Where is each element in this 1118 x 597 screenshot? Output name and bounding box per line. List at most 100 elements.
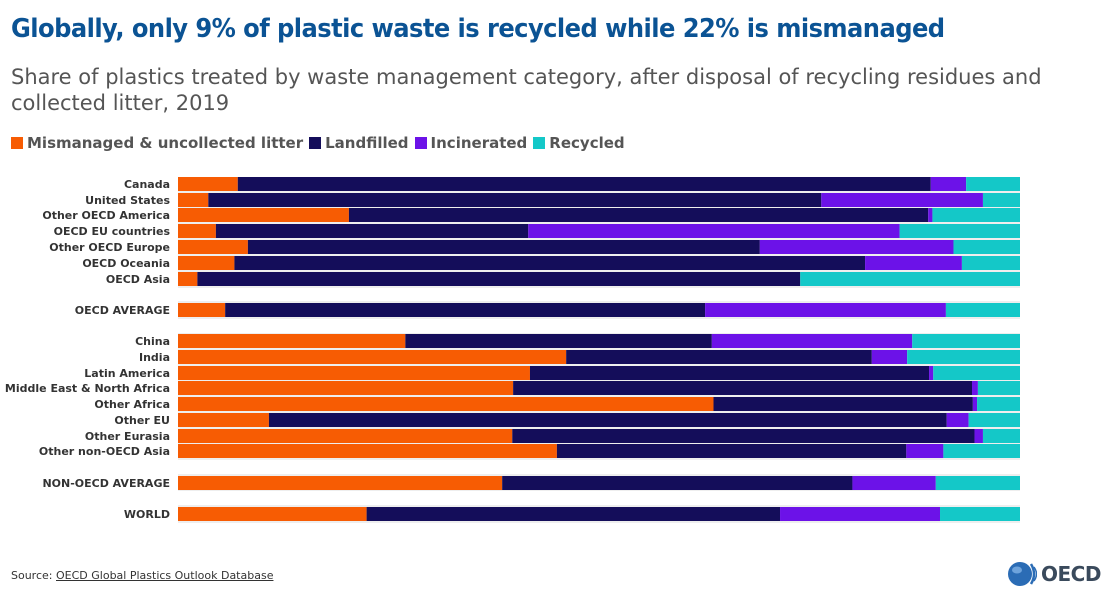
bar-canada-landfilled[interactable] [237, 177, 931, 191]
bar-non-oecd-average-incinerated[interactable] [852, 476, 936, 490]
bar-canada-mismanaged-uncollected-litter[interactable] [178, 177, 238, 191]
bar-other-oecd-europe-mismanaged-uncollected-litter[interactable] [178, 240, 248, 254]
oecd-logo: OECD [1007, 560, 1101, 588]
bar-oecd-oceania-mismanaged-uncollected-litter[interactable] [178, 256, 235, 270]
category-label-oecd-eu-countries: OECD EU countries [54, 225, 171, 238]
bar-non-oecd-average-recycled[interactable] [935, 476, 1020, 490]
bar-china-incinerated[interactable] [711, 334, 913, 348]
bar-world-incinerated[interactable] [780, 507, 941, 521]
category-label-other-oecd-america: Other OECD America [42, 209, 170, 222]
legend-item-incinerated[interactable]: Incinerated [414, 134, 527, 152]
logo-text: OECD [1041, 562, 1101, 586]
legend-item-recycled[interactable]: Recycled [533, 134, 625, 152]
category-label-middle-east-north-africa: Middle East & North Africa [5, 382, 170, 395]
bar-other-oecd-america-recycled[interactable] [932, 208, 1020, 222]
bar-china-mismanaged-uncollected-litter[interactable] [178, 334, 406, 348]
legend-label-mismanaged: Mismanaged & uncollected litter [27, 134, 304, 152]
bar-united-states-landfilled[interactable] [208, 193, 822, 207]
bar-other-non-oecd-asia-mismanaged-uncollected-litter[interactable] [178, 444, 557, 458]
bar-other-eurasia-incinerated[interactable] [974, 429, 983, 443]
bar-china-recycled[interactable] [912, 334, 1020, 348]
bar-other-non-oecd-asia-incinerated[interactable] [906, 444, 944, 458]
bar-united-states-mismanaged-uncollected-litter[interactable] [178, 193, 209, 207]
legend-swatch-incinerated [414, 137, 427, 149]
bar-middle-east-north-africa-mismanaged-uncollected-litter[interactable] [178, 381, 514, 395]
legend-item-landfilled[interactable]: Landfilled [309, 134, 409, 152]
bar-latin-america-recycled[interactable] [933, 366, 1020, 380]
bar-other-oecd-europe-incinerated[interactable] [759, 240, 954, 254]
bar-world-landfilled[interactable] [366, 507, 781, 521]
bar-oecd-asia-recycled[interactable] [800, 272, 1020, 286]
bar-other-oecd-europe-landfilled[interactable] [247, 240, 760, 254]
bar-india-mismanaged-uncollected-litter[interactable] [178, 350, 567, 364]
bar-world-recycled[interactable] [940, 507, 1020, 521]
bar-other-eurasia-recycled[interactable] [982, 429, 1020, 443]
category-label-other-africa: Other Africa [94, 398, 170, 411]
bar-other-eu-recycled[interactable] [968, 413, 1020, 427]
bar-latin-america-incinerated[interactable] [929, 366, 934, 380]
bar-china-landfilled[interactable] [405, 334, 712, 348]
bar-other-eu-mismanaged-uncollected-litter[interactable] [178, 413, 269, 427]
category-label-india: India [139, 351, 170, 364]
category-labels: Canada United States Other OECD America OEC… [5, 178, 171, 521]
bar-other-africa-mismanaged-uncollected-litter[interactable] [178, 397, 714, 411]
bar-oecd-asia-mismanaged-uncollected-litter[interactable] [178, 272, 198, 286]
bar-other-non-oecd-asia-recycled[interactable] [943, 444, 1020, 458]
bar-oecd-eu-countries-landfilled[interactable] [215, 224, 529, 238]
bar-middle-east-north-africa-landfilled[interactable] [513, 381, 973, 395]
legend-label-recycled: Recycled [549, 134, 625, 152]
bar-india-incinerated[interactable] [871, 350, 908, 364]
bar-other-eu-landfilled[interactable] [268, 413, 947, 427]
bar-oecd-average-landfilled[interactable] [225, 303, 706, 317]
bar-oecd-eu-countries-mismanaged-uncollected-litter[interactable] [178, 224, 216, 238]
bar-other-eurasia-mismanaged-uncollected-litter[interactable] [178, 429, 513, 443]
bar-middle-east-north-africa-recycled[interactable] [977, 381, 1020, 395]
source-link[interactable]: OECD Global Plastics Outlook Database [56, 569, 274, 582]
bar-india-recycled[interactable] [907, 350, 1020, 364]
bar-latin-america-mismanaged-uncollected-litter[interactable] [178, 366, 530, 380]
bar-middle-east-north-africa-incinerated[interactable] [972, 381, 978, 395]
bar-oecd-average-mismanaged-uncollected-litter[interactable] [178, 303, 226, 317]
bar-other-oecd-america-mismanaged-uncollected-litter[interactable] [178, 208, 349, 222]
bars [178, 177, 1020, 521]
legend: Mismanaged & uncollected litter Landfill… [11, 134, 625, 152]
bar-other-oecd-america-landfilled[interactable] [348, 208, 929, 222]
category-label-united-states: United States [85, 194, 170, 207]
chart-title: Globally, only 9% of plastic waste is re… [11, 14, 945, 44]
bar-canada-incinerated[interactable] [930, 177, 967, 191]
bar-other-oecd-america-incinerated[interactable] [928, 208, 933, 222]
bar-other-oecd-europe-recycled[interactable] [953, 240, 1020, 254]
category-label-oecd-oceania: OECD Oceania [82, 257, 170, 270]
bar-non-oecd-average-mismanaged-uncollected-litter[interactable] [178, 476, 503, 490]
category-label-oecd-average: OECD AVERAGE [75, 304, 170, 317]
bar-oecd-eu-countries-incinerated[interactable] [528, 224, 900, 238]
category-label-canada: Canada [124, 178, 170, 191]
bar-oecd-oceania-recycled[interactable] [961, 256, 1020, 270]
bar-other-eu-incinerated[interactable] [946, 413, 969, 427]
category-label-other-eurasia: Other Eurasia [85, 430, 170, 443]
category-label-oecd-asia: OECD Asia [106, 273, 170, 286]
bar-other-africa-landfilled[interactable] [713, 397, 973, 411]
bar-non-oecd-average-landfilled[interactable] [502, 476, 853, 490]
category-label-other-oecd-europe: Other OECD Europe [49, 241, 170, 254]
bar-world-mismanaged-uncollected-litter[interactable] [178, 507, 367, 521]
bar-canada-recycled[interactable] [966, 177, 1020, 191]
bar-oecd-eu-countries-recycled[interactable] [899, 224, 1020, 238]
bar-oecd-oceania-incinerated[interactable] [865, 256, 962, 270]
bar-united-states-incinerated[interactable] [821, 193, 983, 207]
bar-oecd-average-recycled[interactable] [945, 303, 1020, 317]
bar-oecd-oceania-landfilled[interactable] [234, 256, 866, 270]
legend-item-mismanaged[interactable]: Mismanaged & uncollected litter [11, 134, 303, 152]
legend-swatch-mismanaged [11, 137, 23, 149]
bar-other-eurasia-landfilled[interactable] [512, 429, 975, 443]
bar-other-africa-incinerated[interactable] [972, 397, 978, 411]
bar-latin-america-landfilled[interactable] [529, 366, 930, 380]
bar-india-landfilled[interactable] [566, 350, 872, 364]
bar-oecd-asia-landfilled[interactable] [197, 272, 801, 286]
bar-other-non-oecd-asia-landfilled[interactable] [556, 444, 907, 458]
bar-oecd-average-incinerated[interactable] [705, 303, 946, 317]
legend-swatch-landfilled [309, 137, 322, 149]
bar-other-africa-recycled[interactable] [977, 397, 1020, 411]
bar-united-states-recycled[interactable] [982, 193, 1020, 207]
